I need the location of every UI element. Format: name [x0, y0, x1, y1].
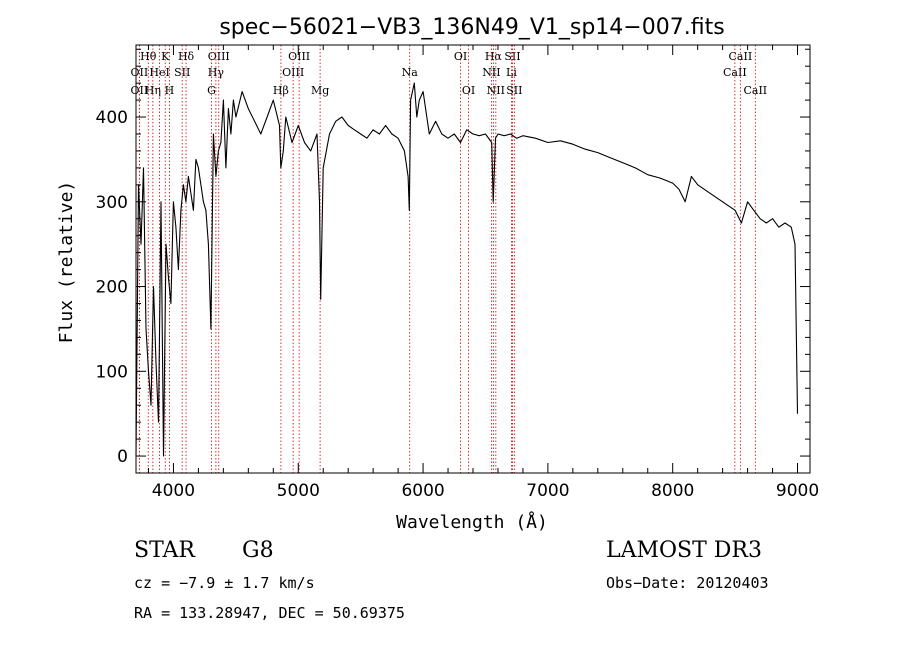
line-marker-label: Hη — [145, 84, 161, 97]
line-marker-label: Hγ — [208, 66, 225, 79]
series-layer — [135, 82, 799, 457]
line-marker-label: SII — [506, 84, 522, 97]
line-marker-label: OI — [462, 84, 475, 97]
line-marker-label: NII — [487, 84, 505, 97]
tick-layer: 4000 5000 6000 7000 8000 9000 0 100 200 300 400 — [96, 45, 819, 501]
line-marker-label: Hα — [485, 50, 503, 63]
line-marker-label: OIII — [282, 66, 304, 79]
x-tick-label: 6000 — [401, 481, 444, 501]
line-marker-label: OII — [131, 84, 149, 97]
line-marker-label: K — [161, 50, 170, 63]
line-marker-label: CaII — [743, 84, 767, 97]
line-marker-label: OI — [454, 50, 467, 63]
line-marker-label: OIII — [288, 50, 310, 63]
line-marker-label: SII — [504, 50, 520, 63]
line-marker-label: Hδ — [178, 50, 195, 63]
y-tick-label: 100 — [96, 362, 128, 382]
chart-title: spec−56021−VB3_136N49_V1_sp14−007.fits — [219, 15, 724, 40]
line-marker-label: CaII — [729, 50, 753, 63]
x-tick-label: 8000 — [651, 481, 694, 501]
x-tick-label: 9000 — [776, 481, 819, 501]
line-marker-label: Hθ — [140, 50, 157, 63]
x-tick-label: 5000 — [277, 481, 320, 501]
spectral-subclass: G8 — [242, 538, 274, 563]
x-axis-label: Wavelength (Å) — [396, 511, 548, 533]
survey-name: LAMOST DR3 — [606, 538, 762, 563]
line-marker-label: SII — [174, 66, 190, 79]
line-marker-label: Mg — [311, 84, 329, 97]
spectrum-line — [135, 82, 799, 457]
obs-date: Obs−Date: 20120403 — [606, 574, 769, 592]
line-marker-label: CaII — [723, 66, 747, 79]
line-marker-label: Li — [506, 66, 517, 79]
line-marker-layer: Hθ OII OII K HeI Hη Hδ SII H OIII Hγ G OIII OIII Hβ Mg N… — [131, 45, 767, 473]
y-tick-label: 400 — [96, 108, 128, 128]
y-tick-label: 300 — [96, 193, 128, 213]
object-class: STAR — [134, 538, 195, 563]
y-tick-label: 200 — [96, 278, 128, 298]
redshift-text: cz = −7.9 ± 1.7 km/s — [134, 574, 315, 592]
y-tick-label: 0 — [117, 447, 128, 467]
y-axis-label: Flux (relative) — [56, 181, 77, 344]
line-marker-label: Na — [402, 66, 419, 79]
line-marker-label: G — [207, 84, 216, 97]
line-marker-label: Hβ — [273, 84, 289, 97]
line-marker-label: HeI — [149, 66, 169, 79]
line-marker-label: OII — [131, 66, 149, 79]
plot-frame — [135, 44, 811, 474]
x-tick-label: 7000 — [526, 481, 569, 501]
coordinates-text: RA = 133.28947, DEC = 50.69375 — [134, 604, 405, 622]
x-tick-label: 4000 — [152, 481, 195, 501]
line-marker-label: H — [165, 84, 175, 97]
line-marker-label: OIII — [208, 50, 230, 63]
line-marker-label: NII — [482, 66, 500, 79]
